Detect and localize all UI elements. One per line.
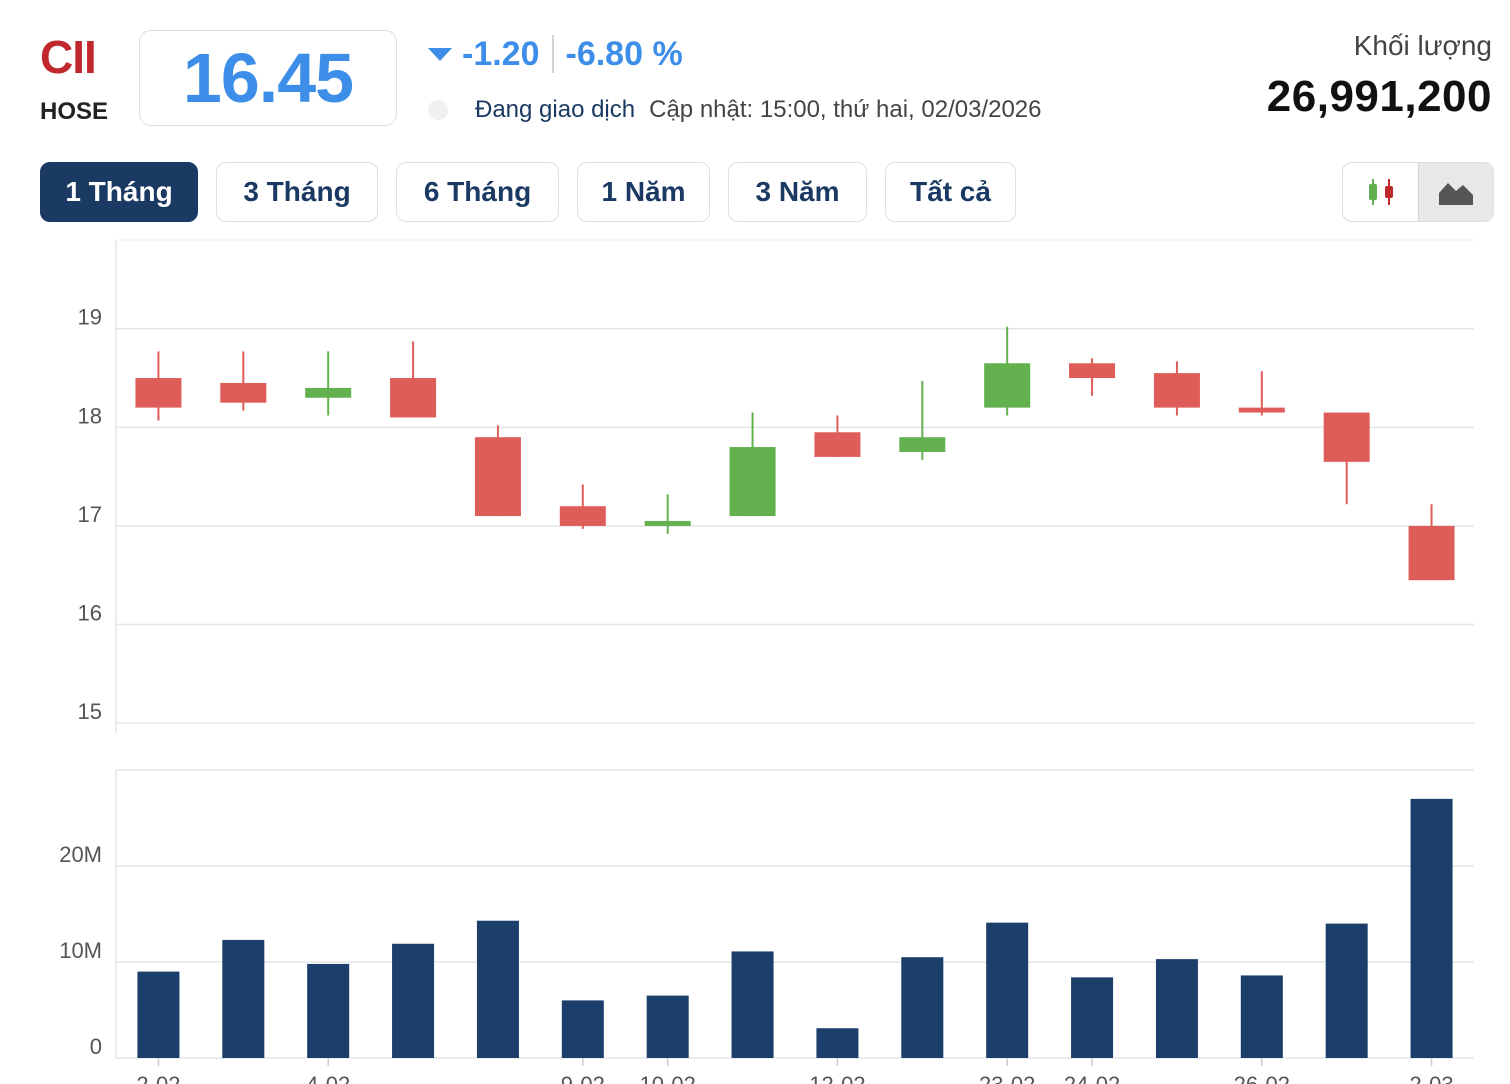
candle-body (814, 432, 861, 457)
volume-bar (816, 1028, 859, 1058)
volume-bar (561, 1000, 604, 1058)
volume-bar (1410, 798, 1453, 1058)
price-tick-label: 18 (78, 403, 102, 428)
chart-type-toggle (1342, 162, 1494, 222)
price-axis-labels: 15 16 17 18 19 (78, 305, 102, 724)
volume-bar (646, 995, 689, 1058)
candlestick-icon (1368, 179, 1393, 205)
volume-bars (137, 798, 1453, 1058)
change-divider (551, 35, 554, 73)
x-tick-label: 12-02 (809, 1072, 865, 1084)
volume-bar (1155, 959, 1198, 1058)
tab-3-years[interactable]: 3 Năm (728, 162, 867, 222)
price-volume-chart: 15 16 17 18 19 0 10M 20M 2-02 4-02 9-02 10-02 12-0… (59, 239, 1474, 1084)
ticker-symbol: CII (40, 31, 97, 83)
area-chart-icon (1439, 183, 1473, 205)
candle-body (135, 378, 182, 408)
x-axis-labels: 2-02 4-02 9-02 10-02 12-02 23-02 24-02 26-02 2-0… (136, 1058, 1454, 1084)
candle-body (559, 506, 606, 526)
status-dot-icon (428, 100, 448, 120)
volume-bar (901, 957, 944, 1058)
exchange-label: HOSE (40, 98, 109, 125)
candle-body (1238, 407, 1285, 413)
candle-body (1323, 412, 1370, 462)
volume-bar (1240, 975, 1283, 1058)
volume-value: 26,991,200 (1266, 72, 1492, 121)
volume-bar (986, 922, 1029, 1058)
volume-bar (1325, 923, 1368, 1058)
volume-tick-label: 10M (59, 938, 102, 963)
candle-body (984, 363, 1031, 408)
tab-3-months[interactable]: 3 Tháng (216, 162, 378, 222)
price-tick-label: 17 (78, 502, 102, 527)
candle-body (1069, 363, 1116, 379)
tab-all[interactable]: Tất cả (885, 162, 1016, 222)
candle-body (1408, 525, 1455, 581)
x-tick-label: 4-02 (306, 1072, 350, 1084)
price-tick-label: 16 (78, 601, 102, 626)
volume-bar (307, 963, 350, 1058)
volume-bar (222, 939, 265, 1058)
candlestick-series (135, 326, 1455, 581)
candle-body (899, 437, 946, 452)
x-tick-label: 24-02 (1064, 1072, 1120, 1084)
trading-status: Đang giao dịch (475, 96, 636, 123)
volume-bar (476, 920, 519, 1058)
price-gridlines (115, 239, 1474, 733)
status-row: Đang giao dịch Cập nhật: 15:00, thứ hai,… (428, 94, 1042, 126)
volume-bar (137, 971, 180, 1058)
candle-body (390, 378, 437, 418)
x-tick-label: 26-02 (1234, 1072, 1290, 1084)
updated-time: Cập nhật: 15:00, thứ hai, 02/03/2026 (649, 96, 1042, 123)
change-row: -1.20 -6.80 % (428, 32, 683, 76)
down-arrow-icon (428, 47, 452, 61)
volume-tick-label: 0 (90, 1034, 102, 1059)
volume-bar (392, 943, 435, 1058)
volume-bar (1071, 977, 1114, 1058)
price-tick-label: 19 (78, 305, 102, 330)
current-price: 16.45 (182, 39, 354, 117)
x-tick-label: 2-02 (136, 1072, 180, 1084)
candle-body (474, 437, 521, 517)
price-change: -1.20 (462, 34, 540, 73)
price-tick-label: 15 (78, 699, 102, 724)
candlestick-button[interactable] (1343, 163, 1418, 221)
candle-body (305, 387, 352, 398)
candle-body (644, 521, 691, 526)
volume-tick-label: 20M (59, 842, 102, 867)
tab-1-month[interactable]: 1 Tháng (40, 162, 198, 222)
x-tick-label: 2-03 (1410, 1072, 1454, 1084)
candle-body (729, 447, 776, 517)
price-change-percent: -6.80 % (565, 34, 683, 73)
volume-bar (731, 951, 774, 1058)
x-tick-label: 10-02 (640, 1072, 696, 1084)
area-chart-button[interactable] (1418, 163, 1493, 221)
x-tick-label: 23-02 (979, 1072, 1035, 1084)
tab-1-year[interactable]: 1 Năm (577, 162, 710, 222)
volume-axis-labels: 0 10M 20M (59, 842, 102, 1059)
price-box: 16.45 (139, 30, 397, 126)
x-tick-label: 9-02 (561, 1072, 605, 1084)
candle-body (1153, 373, 1200, 408)
candle-body (220, 382, 267, 403)
tab-6-months[interactable]: 6 Tháng (396, 162, 559, 222)
volume-label: Khối lượng (1353, 30, 1492, 61)
